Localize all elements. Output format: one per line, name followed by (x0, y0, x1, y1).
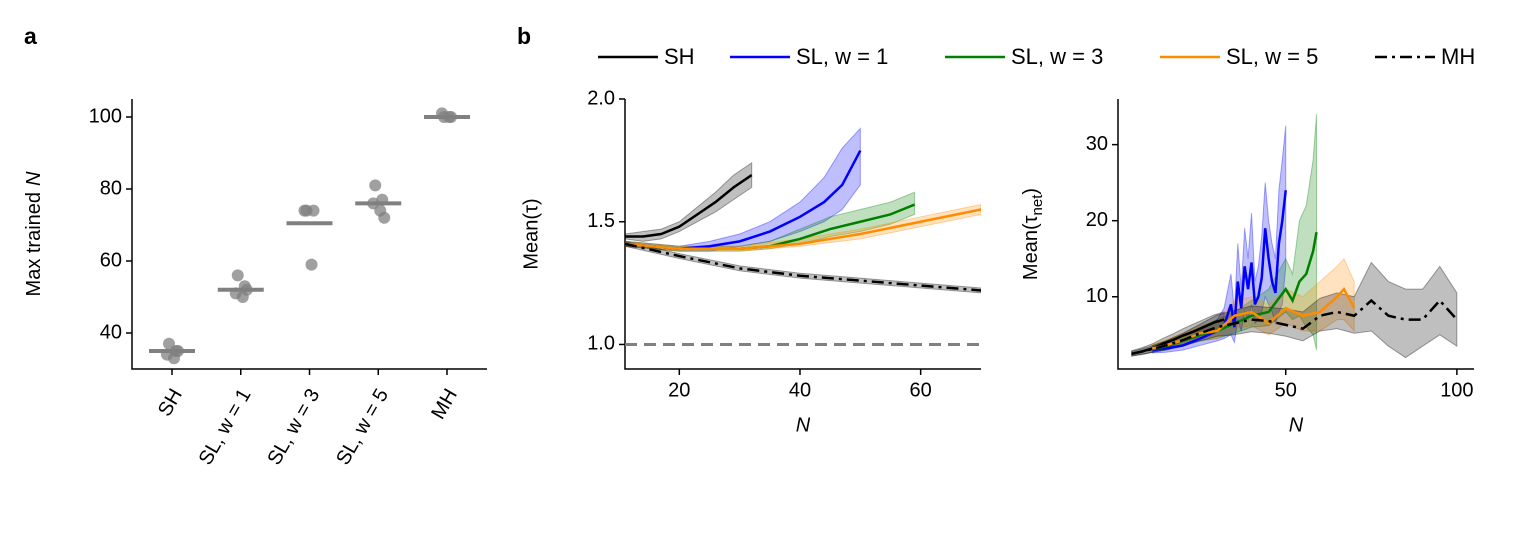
x-tick-label: 50 (1275, 379, 1297, 401)
x-tick-label: SL, w = 3 (263, 385, 324, 469)
y-tick-label: 2.0 (587, 87, 615, 109)
y-tick-label: 100 (89, 105, 122, 127)
band (625, 240, 981, 294)
plot-area (625, 127, 981, 294)
x-tick-label: SH (154, 385, 187, 420)
line (625, 242, 981, 292)
x-tick-label: 20 (668, 379, 690, 401)
line (1131, 318, 1225, 356)
y-tick-label: 80 (100, 177, 122, 199)
line (1131, 298, 1458, 356)
x-tick-label: SL, w = 1 (195, 385, 256, 469)
y-axis-label-end: ) (1020, 188, 1042, 195)
x-tick-label: SL, w = 5 (332, 385, 393, 469)
x-tick-label: 100 (1440, 379, 1473, 401)
band (625, 127, 861, 252)
line (625, 174, 753, 238)
y-tick-label: 30 (1086, 133, 1108, 155)
x-axis-label: N (796, 414, 811, 436)
x-tick-label: 40 (789, 379, 811, 401)
axis-line (1117, 99, 1474, 370)
y-tick-label: 10 (1086, 285, 1108, 307)
band (625, 161, 753, 242)
point (305, 258, 318, 271)
point (298, 204, 311, 217)
panel-label: a (24, 23, 37, 49)
y-axis-label: Max trained N (23, 171, 45, 297)
y-axis-label: Mean(τnet) (1020, 188, 1046, 280)
x-tick-label: 60 (910, 379, 932, 401)
y-axis-label-text: Max trained (23, 192, 45, 297)
x-tick-label: MH (427, 385, 462, 423)
y-axis-label-sub: net (1029, 194, 1046, 216)
x-axis-label: N (1289, 414, 1304, 436)
y-tick-label: 40 (100, 321, 122, 343)
legend-label: SL, w = 3 (1011, 44, 1103, 69)
band (1151, 125, 1287, 354)
y-axis-label-var: N (23, 171, 45, 186)
legend-label: SH (664, 44, 695, 69)
y-tick-label: 1.0 (587, 333, 615, 355)
panel-label: b (517, 23, 531, 49)
point (231, 269, 244, 282)
axis-line (624, 99, 981, 370)
legend-label: SL, w = 5 (1226, 44, 1318, 69)
y-tick-label: 60 (100, 249, 122, 271)
legend-label: SL, w = 1 (796, 44, 888, 69)
point (378, 211, 391, 224)
y-tick-label: 1.5 (587, 210, 615, 232)
line (625, 208, 981, 250)
y-axis-label: Mean(τ) (520, 198, 542, 269)
y-axis-label-main: Mean(τ (1020, 215, 1042, 280)
point (369, 179, 382, 192)
plot-area (1131, 114, 1458, 359)
legend-label: MH (1441, 44, 1475, 69)
point (307, 204, 320, 217)
axis-line (131, 99, 487, 370)
y-tick-label: 20 (1086, 209, 1108, 231)
